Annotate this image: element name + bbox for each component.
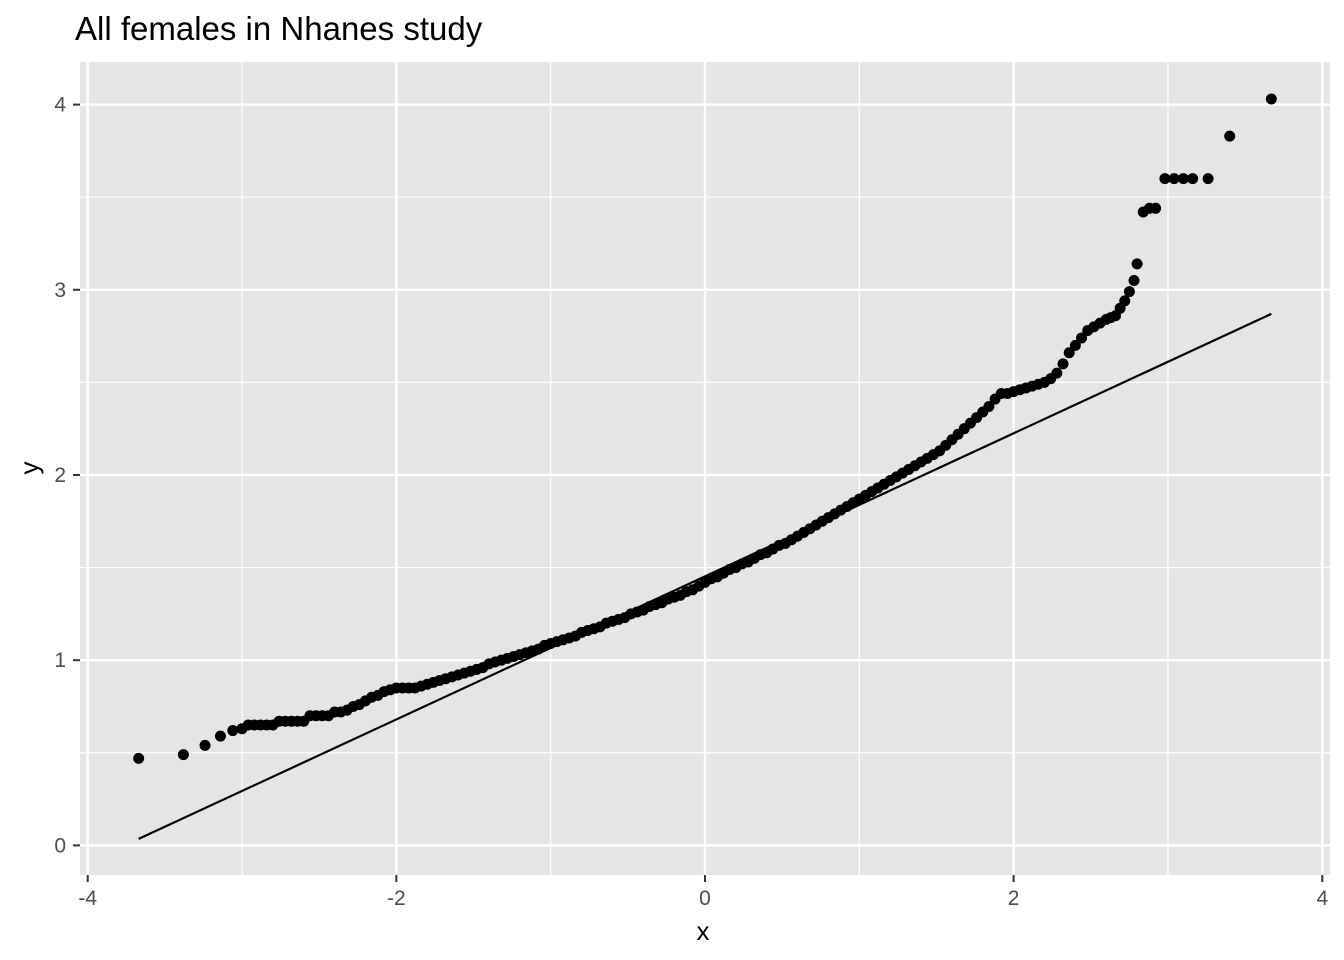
data-point: [227, 725, 239, 737]
y-tick-label: 4: [54, 94, 66, 117]
data-point: [1057, 358, 1069, 370]
y-axis: 0 1 2 3 4: [54, 94, 80, 857]
y-tick-label: 0: [54, 834, 66, 857]
data-point: [983, 400, 995, 412]
chart-title: All females in Nhanes study: [75, 10, 483, 47]
data-point: [1168, 173, 1180, 185]
x-tick-label: 2: [1008, 887, 1020, 910]
data-point: [1265, 93, 1277, 105]
data-point: [1131, 258, 1143, 270]
data-point: [1069, 339, 1081, 351]
x-axis-title: x: [697, 916, 710, 946]
x-tick-label: 4: [1316, 887, 1328, 910]
data-point: [214, 730, 226, 742]
data-point: [1051, 367, 1063, 379]
data-point: [1159, 173, 1171, 185]
data-point: [177, 749, 189, 761]
data-point: [199, 739, 211, 751]
major-gridlines: [80, 62, 1330, 875]
x-tick-label: -2: [387, 887, 406, 910]
data-point: [1202, 173, 1214, 185]
reference-line: [138, 312, 1272, 840]
y-tick-label: 1: [54, 649, 66, 672]
data-point: [1128, 275, 1140, 287]
x-tick-label: 0: [699, 887, 711, 910]
y-tick-label: 2: [54, 464, 66, 487]
y-tick-label: 3: [54, 279, 66, 302]
data-point: [1119, 295, 1131, 307]
data-point: [1123, 286, 1135, 298]
data-point: [1177, 173, 1189, 185]
data-point: [1224, 130, 1236, 142]
x-axis: -4 -2 0 2 4: [78, 875, 1328, 910]
data-point: [1076, 332, 1088, 344]
x-tick-label: -4: [78, 887, 97, 910]
reference-line-group: [138, 312, 1272, 840]
data-point: [133, 752, 145, 764]
data-point: [1187, 173, 1199, 185]
data-point: [1063, 347, 1075, 359]
data-point: [1150, 202, 1162, 214]
y-axis-title: y: [14, 462, 44, 475]
data-points: [133, 93, 1277, 764]
